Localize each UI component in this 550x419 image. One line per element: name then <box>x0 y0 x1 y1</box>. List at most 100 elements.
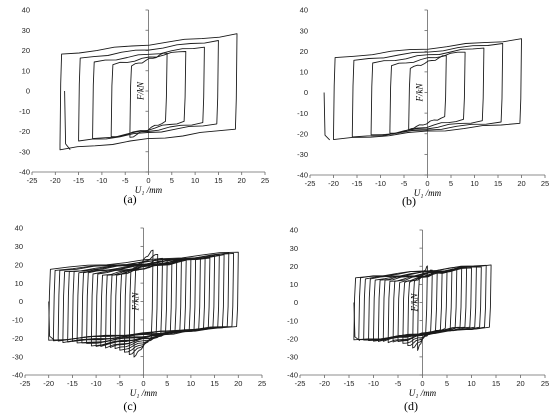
y-tick-label: 10 <box>15 279 23 288</box>
x-axis-label: U₁ /mm <box>414 188 442 198</box>
chart-panel-b: -25 -20 -15 -10 -5 0 5 10 15 20 25 -40 -30 -20 -10 0 10 2… <box>297 6 549 208</box>
y-tick-label: 40 <box>22 6 30 15</box>
y-tick-label: 30 <box>300 26 308 35</box>
panel-label: (a) <box>123 192 136 206</box>
x-tick-label: 25 <box>261 176 269 185</box>
x-tick-label: -5 <box>401 179 408 188</box>
panel-label: (d) <box>404 399 418 413</box>
hysteresis-loop <box>351 43 504 138</box>
hysteresis-loop <box>62 254 225 344</box>
x-tick-label: 15 <box>492 379 500 388</box>
hysteresis-loop <box>105 259 182 349</box>
x-tick-label: 15 <box>494 179 502 188</box>
y-tick-label: 40 <box>300 6 308 15</box>
x-tick-label: -25 <box>20 379 31 388</box>
hysteresis-loop <box>100 259 187 347</box>
y-axis-label: F/kN <box>131 292 141 312</box>
x-tick-label: -20 <box>328 179 339 188</box>
hysteresis-loop <box>114 260 173 350</box>
x-tick-label: -20 <box>43 379 54 388</box>
hysteresis-loop <box>373 267 472 342</box>
x-tick-label: 10 <box>191 176 199 185</box>
x-tick-label: 20 <box>516 379 524 388</box>
hysteresis-loop <box>59 33 238 151</box>
hysteresis-loop <box>110 51 187 138</box>
x-tick-label: -10 <box>91 379 102 388</box>
hysteresis-loop <box>353 264 492 341</box>
hysteresis-loop <box>389 51 466 134</box>
y-tick-label: -30 <box>12 352 23 361</box>
x-tick-label: -5 <box>395 379 402 388</box>
y-tick-label: -20 <box>19 127 30 136</box>
chart-panel-d: -25 -20 -15 -10 -5 0 5 10 15 20 25 -40 -30 -20 -10 0 10 2… <box>287 226 549 413</box>
hysteresis-loop <box>48 251 239 341</box>
x-tick-label: -10 <box>375 179 386 188</box>
y-tick-label: 20 <box>290 262 298 271</box>
x-axis-label: U₁ /mm <box>409 388 437 398</box>
x-tick-label: -25 <box>27 176 38 185</box>
y-tick-label: 20 <box>15 260 23 269</box>
y-tick-label: -30 <box>297 150 308 159</box>
x-tick-label: 25 <box>258 379 266 388</box>
y-tick-label: 0 <box>26 87 30 96</box>
x-tick-label: -20 <box>319 379 330 388</box>
x-axis-label: U₁ /mm <box>135 185 163 195</box>
x-tick-label: 20 <box>517 179 525 188</box>
x-tick-label: 15 <box>214 176 222 185</box>
y-tick-label: -20 <box>297 129 308 138</box>
x-tick-label: 10 <box>187 379 195 388</box>
y-tick-label: -30 <box>287 353 298 362</box>
x-tick-label: 0 <box>425 179 429 188</box>
y-tick-label: -40 <box>12 371 23 380</box>
x-tick-label: -15 <box>73 176 84 185</box>
y-tick-label: 0 <box>294 298 298 307</box>
y-axis-label: F/kN <box>410 293 420 313</box>
x-tick-label: -25 <box>295 379 306 388</box>
x-tick-label: -25 <box>305 179 316 188</box>
y-tick-label: -40 <box>19 168 30 177</box>
y-tick-label: -10 <box>287 316 298 325</box>
hysteresis-loop <box>128 253 159 356</box>
hysteresis-loop <box>387 268 458 344</box>
x-tick-label: 25 <box>541 379 549 388</box>
y-tick-label: -10 <box>297 109 308 118</box>
initial-loading-curve <box>48 301 55 341</box>
x-tick-label: -15 <box>352 179 363 188</box>
x-tick-label: 25 <box>541 179 549 188</box>
hysteresis-loop <box>333 38 522 141</box>
x-tick-label: 20 <box>238 176 246 185</box>
y-tick-label: 0 <box>304 88 308 97</box>
y-tick-label: -40 <box>287 371 298 380</box>
y-tick-label: 40 <box>290 226 298 235</box>
x-tick-label: 5 <box>165 379 169 388</box>
x-tick-label: 0 <box>141 379 145 388</box>
initial-loading-curve <box>353 302 361 341</box>
panel-label: (c) <box>123 399 136 413</box>
y-tick-label: -10 <box>12 316 23 325</box>
hysteresis-loop <box>370 47 485 136</box>
y-tick-label: 20 <box>22 46 30 55</box>
y-tick-label: 10 <box>290 280 298 289</box>
x-tick-label: -5 <box>116 379 123 388</box>
hysteresis-loop <box>76 257 211 344</box>
y-tick-label: 40 <box>15 224 23 233</box>
initial-loading-curve <box>323 92 331 141</box>
y-tick-label: 0 <box>19 297 23 306</box>
x-tick-label: -10 <box>96 176 107 185</box>
chart-panel-a: -25 -20 -15 -10 -5 0 5 10 15 20 25 -40 -30 -20 -10 0 10 2… <box>19 6 269 206</box>
x-tick-label: 5 <box>445 379 449 388</box>
y-tick-label: -10 <box>19 107 30 116</box>
y-tick-label: 30 <box>290 244 298 253</box>
y-tick-label: -30 <box>19 147 30 156</box>
hysteresis-loop <box>402 272 443 344</box>
y-tick-label: -40 <box>297 171 308 180</box>
x-tick-label: 5 <box>449 179 453 188</box>
x-tick-label: 0 <box>146 176 150 185</box>
y-tick-label: 30 <box>15 242 23 251</box>
y-tick-label: 10 <box>300 68 308 77</box>
y-tick-label: 10 <box>22 66 30 75</box>
hysteresis-loop <box>52 252 235 342</box>
hysteresis-loop <box>408 55 447 131</box>
y-axis-label: F/kN <box>415 83 425 103</box>
